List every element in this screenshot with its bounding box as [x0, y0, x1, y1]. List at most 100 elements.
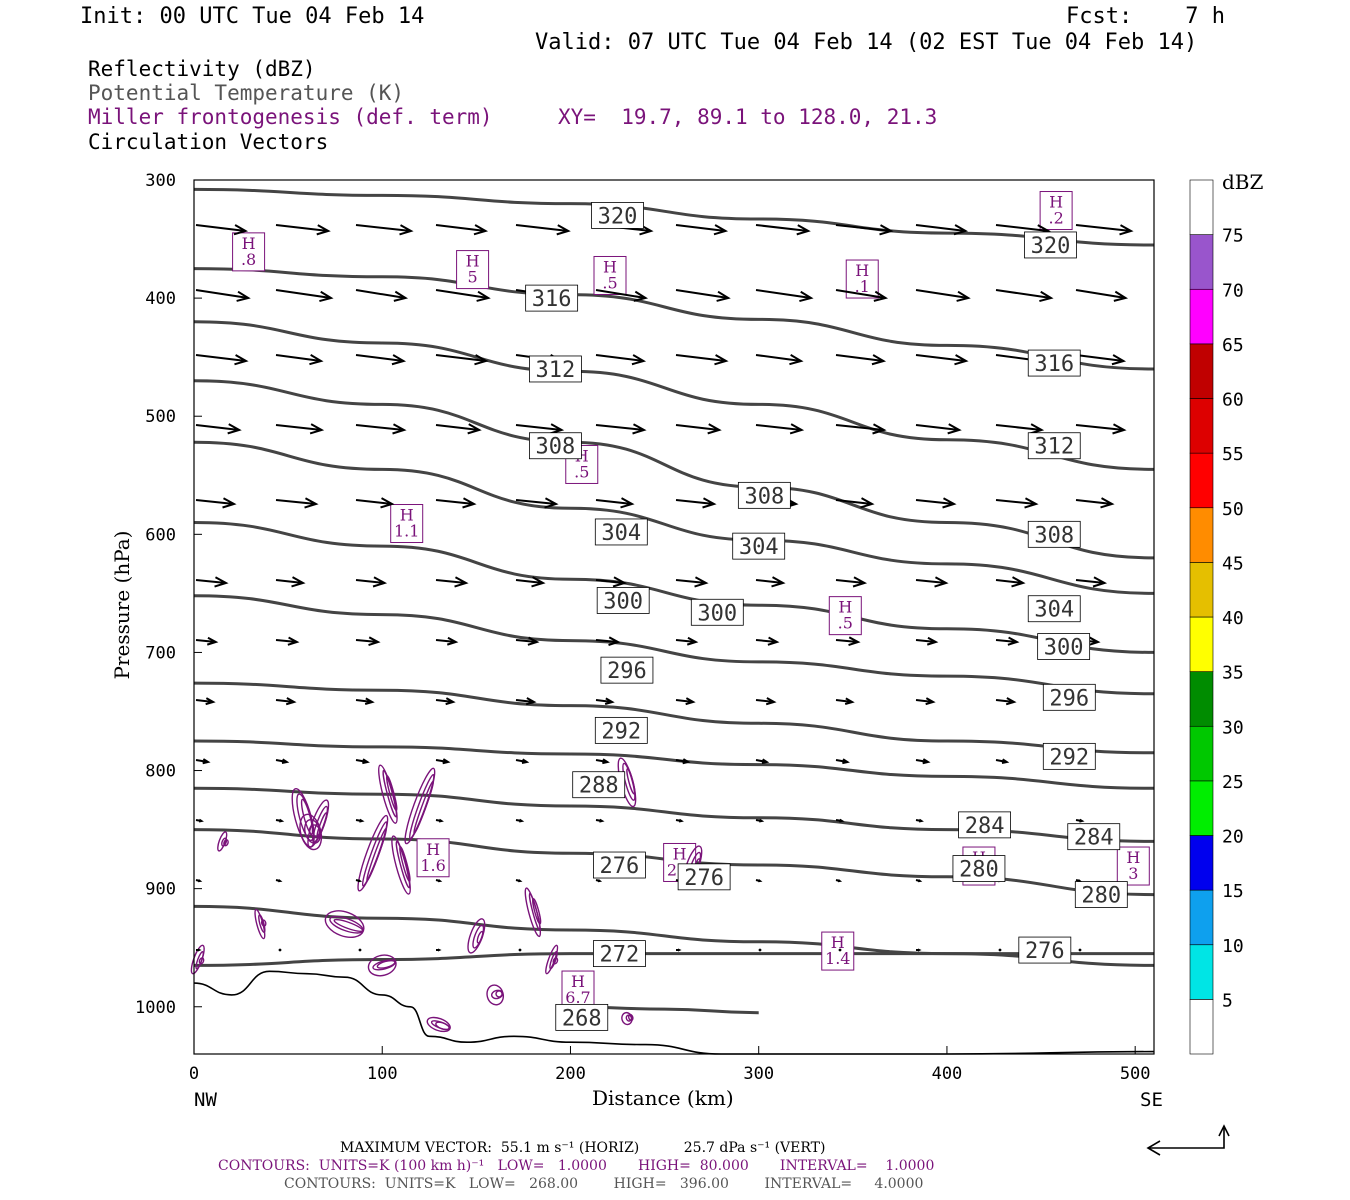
- vector-head: [222, 497, 237, 509]
- vector-head: [309, 423, 325, 435]
- vector-head: [934, 576, 949, 588]
- frontogenesis-contour: [316, 812, 328, 838]
- circulation-vector: [595, 636, 621, 646]
- theta-line-300: [193, 521, 1155, 654]
- vector-shaft: [595, 354, 644, 362]
- vector-head: [278, 818, 285, 823]
- circulation-vector: [676, 948, 682, 952]
- circulation-vector: [915, 576, 949, 588]
- circulation-vector: [995, 576, 1026, 588]
- x-tick-label: 400: [932, 1064, 963, 1084]
- circulation-vector: [435, 423, 482, 435]
- vector-head: [462, 497, 477, 509]
- frontogenesis-max-1: H5: [456, 250, 490, 290]
- circulation-vector: [755, 576, 786, 588]
- colorbar-label: 35: [1222, 663, 1244, 684]
- circulation-vector: [915, 423, 962, 435]
- circulation-vector: [515, 879, 523, 883]
- theta-label-300: 300: [1037, 633, 1091, 661]
- circulation-vector: [435, 576, 469, 588]
- colorbar: 5 10 15 20 25 30 35 40 45 50 55 60 65 70 75: [1189, 179, 1244, 1055]
- vector-shaft: [675, 224, 726, 232]
- frontogenesis-max-text: H: [426, 840, 440, 859]
- theta-label-text: 316: [1034, 352, 1074, 377]
- theta-label-284: 284: [1067, 823, 1121, 851]
- vector-head: [917, 948, 922, 952]
- frontogenesis-max-box: [821, 931, 855, 971]
- circulation-vector: [1075, 879, 1083, 883]
- circulation-vector: [1075, 354, 1127, 366]
- frontogenesis-contour: [300, 798, 314, 835]
- theta-label-308: 308: [529, 432, 582, 460]
- frontogenesis-max-2: H.5: [593, 255, 627, 295]
- footer-contours-frontogenesis: CONTOURS: UNITS=K (100 km h)⁻¹ LOW= 1.00…: [218, 1158, 935, 1174]
- frontogenesis-max-text: .2: [1048, 209, 1063, 228]
- theta-label-box: [1042, 683, 1096, 711]
- theta-label-276: 276: [593, 851, 646, 879]
- x-tick-label: 0: [189, 1064, 199, 1084]
- vector-shaft: [915, 499, 955, 505]
- frontogenesis-max-text: H: [855, 261, 869, 280]
- vector-shaft: [675, 699, 694, 703]
- frontogenesis-contour: [333, 918, 364, 933]
- footer-contours-theta: CONTOURS: UNITS=K LOW= 268.00 HIGH= 396.…: [284, 1176, 924, 1192]
- vector-shaft: [835, 699, 853, 703]
- circulation-vector: [515, 818, 525, 823]
- theta-label-292: 292: [1042, 742, 1096, 770]
- colorbar-unit: dBZ: [1222, 170, 1264, 194]
- vector-head: [686, 636, 699, 646]
- circulation-vector: [595, 758, 610, 765]
- circulation-vector: [915, 636, 939, 646]
- vector-shaft: [915, 579, 947, 584]
- circulation-vector: [595, 354, 647, 366]
- vector-head: [202, 758, 211, 765]
- circulation-vector: [755, 423, 805, 435]
- vector-dot: [998, 948, 1002, 952]
- circulation-vector: [1075, 289, 1129, 302]
- vector-shaft: [835, 579, 865, 584]
- circulation-vector: [195, 758, 211, 765]
- theta-label-text: 320: [598, 204, 638, 229]
- x-tick-label: 200: [555, 1064, 586, 1084]
- vector-dot: [758, 948, 762, 952]
- frontogenesis-max-text: H: [400, 506, 414, 525]
- frontogenesis-max-7: H.5: [828, 596, 862, 636]
- circulation-vector: [1075, 224, 1134, 236]
- colorbar-cell: [1189, 725, 1214, 782]
- frontogenesis-max-box: [828, 596, 862, 636]
- theta-label-box: [525, 284, 579, 312]
- frontogenesis-contour: [552, 957, 559, 965]
- theta-label-text: 320: [1031, 234, 1071, 259]
- vector-head: [399, 224, 414, 236]
- circulation-vector: [675, 423, 722, 435]
- theta-label-text: 280: [1081, 884, 1121, 909]
- circulation-vector: [835, 758, 850, 765]
- vector-shaft: [915, 424, 960, 431]
- vector-shaft: [595, 699, 613, 703]
- theta-label-box: [732, 532, 786, 560]
- frontogenesis-max-box: [456, 250, 490, 290]
- vector-shaft: [835, 499, 873, 505]
- vector-head: [632, 423, 647, 435]
- circulation-vector: [435, 224, 489, 236]
- vector-shaft: [195, 639, 216, 643]
- vector-head: [1100, 497, 1115, 509]
- vector-dot: [358, 948, 362, 952]
- frontogenesis-max-text: H: [838, 598, 852, 617]
- circulation-vector: [1075, 576, 1108, 588]
- terrain-line: [193, 970, 1155, 1055]
- circulation-vector: [675, 636, 699, 646]
- vector-head: [765, 697, 777, 706]
- vector-shaft: [995, 224, 1049, 232]
- vector-head: [602, 758, 610, 765]
- vector-head: [525, 697, 537, 706]
- colorbar-label: 25: [1222, 772, 1244, 793]
- vector-shaft: [995, 639, 1017, 643]
- vector-head: [942, 497, 957, 509]
- vector-head: [227, 423, 242, 435]
- circulation-vector: [675, 818, 684, 823]
- theta-line-272: [193, 952, 1154, 967]
- theta-label-text: 276: [684, 866, 724, 891]
- vector-head: [362, 758, 370, 765]
- vector-head: [922, 758, 931, 765]
